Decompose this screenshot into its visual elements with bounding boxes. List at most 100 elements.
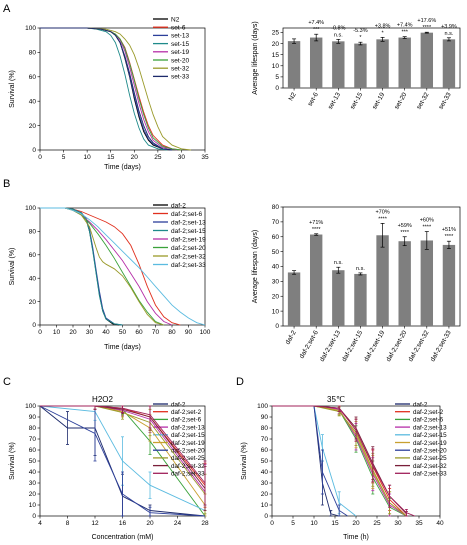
C_h2o2-legend-label: daf-2;set-33 — [171, 471, 205, 478]
B_survival-series-line — [40, 207, 120, 326]
B_survival-xtick-label: 100 — [200, 329, 211, 336]
D_35C-ytick-label: 50 — [261, 458, 269, 465]
C_h2o2-legend-label: daf-2;set-2 — [171, 409, 202, 416]
A_survival-series-line — [40, 27, 173, 151]
C_h2o2-legend-label: daf-2 — [171, 401, 186, 408]
B_lifespan-ytick-label: 20 — [272, 293, 280, 300]
B_survival-legend-label: daf-2;set-20 — [171, 245, 206, 252]
A_lifespan-percent-label: +3.8% — [375, 23, 391, 29]
B_lifespan-category-label: daf-2;set-20 — [385, 329, 409, 363]
B_survival-legend-label: daf-2;set-19 — [171, 236, 206, 243]
A_lifespan-percent-label: +3.9% — [441, 24, 457, 30]
A_survival-legend-label: set-20 — [171, 57, 189, 64]
D_35C-ytick-label: 90 — [261, 414, 269, 421]
A_survival-series-line — [40, 27, 177, 151]
B_lifespan-percent-label: +59% — [398, 223, 412, 229]
B_lifespan-percent-label: +70% — [375, 209, 389, 215]
A_survival-xtick-label: 5 — [62, 154, 66, 161]
A_lifespan-significance-label: n.s. — [334, 32, 343, 38]
A_survival-legend-label: set-19 — [171, 49, 189, 56]
A_survival-series-line — [40, 27, 173, 151]
C_h2o2-series-line — [39, 405, 206, 517]
panel-label-c: C — [3, 376, 11, 388]
D_35C-xtick-label: 10 — [310, 520, 318, 527]
B_lifespan-significance-label: **** — [378, 216, 387, 222]
D_35C-ytick-label: 10 — [261, 502, 269, 509]
B_lifespan-category-label: daf-2;set-13 — [319, 329, 343, 363]
D_35C-xtick-label: 35 — [415, 520, 423, 527]
A_survival-series-line — [40, 27, 191, 151]
A_lifespan-significance-label: *** — [313, 27, 320, 33]
A_survival-xtick-label: 25 — [154, 154, 162, 161]
A_lifespan-ytick-label: 15 — [272, 52, 280, 59]
A_lifespan-significance-label: n.s. — [445, 31, 454, 37]
A_lifespan-percent-label: -0.8% — [331, 25, 345, 31]
B_lifespan-ytick-label: 10 — [272, 308, 280, 315]
A_lifespan-significance-label: * — [359, 35, 362, 41]
D_35C-ytick-label: 80 — [261, 425, 269, 432]
C_h2o2-ytick-label: 70 — [29, 436, 37, 443]
B_lifespan-bar — [309, 234, 323, 326]
A_lifespan-category-label: set-13 — [327, 91, 342, 110]
B_lifespan-bar — [376, 235, 389, 326]
B_survival-series-line — [40, 207, 164, 326]
D_35C-series-line — [272, 405, 348, 517]
C_h2o2-legend-label: daf-2;set-13 — [171, 424, 205, 431]
D_35C-title: 35℃ — [327, 395, 345, 404]
B_survival-series-line — [40, 207, 123, 326]
B_survival-xtick-label: 20 — [69, 329, 77, 336]
B_survival-legend-label: daf-2 — [171, 202, 186, 209]
A_survival-ylabel: Survival (%) — [9, 70, 16, 108]
C_h2o2-ytick-label: 0 — [32, 513, 36, 520]
D_35C-ylabel: Survival (%) — [241, 442, 248, 480]
B_lifespan-ytick-label: 80 — [272, 204, 280, 211]
B_lifespan-significance-label: **** — [400, 230, 409, 236]
B_survival-series-line — [40, 207, 206, 326]
C_h2o2-xtick-label: 8 — [66, 520, 70, 527]
A_lifespan-ytick-label: 5 — [275, 74, 279, 81]
A_survival-ytick-label: 100 — [25, 25, 36, 32]
B_lifespan-significance-label: n.s. — [334, 260, 343, 266]
A_survival-ytick-label: 20 — [29, 123, 37, 130]
A_lifespan-category-label: set-20 — [393, 91, 408, 110]
B_lifespan-category-label: daf-2;set-32 — [407, 329, 431, 363]
C_h2o2-legend-label: daf-2;set-6 — [171, 417, 202, 424]
A_lifespan-significance-label: **** — [423, 25, 432, 31]
A_lifespan-percent-label: +7.4% — [308, 20, 324, 26]
A_survival-ytick-label: 60 — [29, 74, 37, 81]
C_h2o2-xtick-label: 24 — [174, 520, 182, 527]
D_35C-legend-label: daf-2;set-6 — [413, 417, 444, 424]
D_35C-series-line — [272, 405, 415, 517]
B_survival-xtick-label: 60 — [135, 329, 143, 336]
B_lifespan-percent-label: +60% — [420, 218, 434, 224]
B_survival-ylabel: Survival (%) — [9, 248, 16, 286]
D_35C-xtick-label: 40 — [436, 520, 444, 527]
A_lifespan-bar — [442, 39, 456, 88]
B_lifespan-significance-label: **** — [445, 234, 454, 240]
B_survival-legend-label: daf-2;set-15 — [171, 228, 206, 235]
B_survival-xtick-label: 30 — [86, 329, 94, 336]
D_35C-ytick-label: 60 — [261, 447, 269, 454]
B_survival-xtick-label: 80 — [168, 329, 176, 336]
A_survival-legend-label: set-13 — [171, 33, 189, 40]
D_35C-legend-label: daf-2;set-13 — [413, 424, 447, 431]
B_survival-legend-label: daf-2;set-6 — [171, 211, 202, 218]
B_lifespan-category-label: daf-2;set-15 — [341, 329, 365, 363]
C_h2o2-ytick-label: 20 — [29, 491, 37, 498]
B_lifespan-ytick-label: 60 — [272, 234, 280, 241]
B_lifespan-percent-label: +51% — [442, 227, 456, 233]
C_h2o2-legend-label: daf-2;set-19 — [171, 440, 205, 447]
A_lifespan-bar — [332, 41, 345, 88]
C_h2o2-ytick-label: 80 — [29, 425, 37, 432]
D_35C-xtick-label: 0 — [270, 520, 274, 527]
A_lifespan-bar — [287, 41, 301, 88]
A_lifespan-ytick-label: 20 — [272, 41, 280, 48]
B_lifespan-percent-label: +71% — [309, 220, 323, 226]
B_survival-xtick-label: 70 — [152, 329, 160, 336]
B_lifespan-bar — [332, 270, 345, 326]
C_h2o2-legend-label: daf-2;set-32 — [171, 463, 205, 470]
D_35C-ytick-label: 70 — [261, 436, 269, 443]
C_h2o2-xtick-label: 20 — [146, 520, 154, 527]
B_lifespan-ytick-label: 40 — [272, 264, 280, 271]
A_survival-xtick-label: 30 — [178, 154, 186, 161]
